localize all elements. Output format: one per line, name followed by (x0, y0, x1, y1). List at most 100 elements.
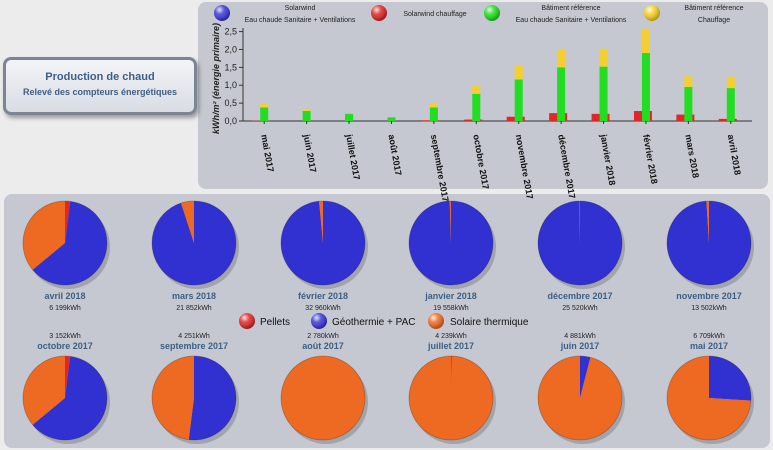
y-tick-label: 2,0 (224, 44, 237, 54)
pie-slice-geothermie (666, 201, 751, 285)
x-tick-label: juillet 2017 (344, 133, 362, 181)
bar-reference-ecs (726, 88, 735, 121)
pie-total-label: 4 251kWh (178, 333, 210, 340)
pie-slice-geothermie (580, 356, 591, 398)
x-tick-label: janvier 2018 (598, 133, 617, 186)
bar-reference-ecs (472, 93, 481, 121)
title-box[interactable]: Production de chaud Relevé des compteurs… (3, 57, 197, 115)
bar-reference-chauffage (557, 49, 566, 68)
pie-legend-item[interactable]: Solaire thermique (428, 313, 529, 329)
pie-month-label: novembre 2017 (676, 291, 742, 301)
legend-item[interactable]: Bâtiment référence Chauffage (644, 5, 744, 24)
pie-outline (151, 355, 237, 441)
bar-reference-chauffage (599, 48, 608, 67)
bar-reference-chauffage (641, 28, 650, 54)
bar-reference-chauffage (260, 103, 269, 108)
pie-month-label: avril 2018 (44, 291, 85, 301)
pie-month-label: juillet 2017 (427, 341, 474, 351)
legend-label: Bâtiment référence (684, 5, 743, 12)
bar-reference-chauffage (514, 65, 523, 80)
pie-chart[interactable]: mars 2018 21 852kWh (151, 200, 239, 312)
pie-slice-solaire (281, 356, 365, 440)
pie-slice-solaire (22, 201, 65, 270)
legend-label: Eau chaude Sanitaire + Ventilations (245, 17, 356, 24)
page-title: Production de chaud (45, 71, 155, 83)
pie-slice-solaire (449, 201, 451, 243)
bar-reference-ecs (599, 66, 608, 121)
pie-charts-panel (4, 194, 770, 448)
ball-highlight (239, 313, 255, 329)
pie-legend-item[interactable]: Géothermie + PAC (311, 313, 415, 329)
pie-outline (408, 200, 494, 286)
pie-month-label: mai 2017 (690, 341, 728, 351)
pie-outline (22, 200, 108, 286)
pie-month-label: février 2018 (298, 291, 348, 301)
pie-chart[interactable]: janvier 2018 19 558kWh (408, 200, 496, 312)
x-tick-label: avril 2018 (726, 134, 743, 176)
pie-slice-geothermie (409, 201, 494, 286)
y-axis-label: kWh/m² (énergie primaire) (211, 23, 221, 134)
bar-reference-ecs (387, 117, 396, 121)
ball-highlight (484, 5, 500, 21)
pie-legend-label: Géothermie + PAC (332, 317, 415, 328)
legend-item[interactable]: Solarwind chauffage (371, 5, 467, 21)
pie-slice-pellets (65, 201, 71, 243)
pie-chart[interactable]: décembre 2017 25 520kWh (537, 200, 625, 312)
pie-legend-label: Solaire thermique (450, 317, 529, 328)
pie-month-label: août 2017 (302, 341, 344, 351)
bar-reference-ecs (557, 67, 566, 121)
pie-total-label: 21 852kWh (176, 305, 212, 312)
ball-highlight (371, 5, 387, 21)
pie-outline (666, 200, 752, 286)
pie-outline (280, 200, 366, 286)
legend-label: Eau chaude Sanitaire + Ventilations (516, 17, 627, 24)
legend-item[interactable]: Bâtiment référence Eau chaude Sanitaire +… (484, 5, 627, 24)
x-tick-label: novembre 2017 (514, 134, 535, 200)
x-tick-label: février 2018 (641, 134, 660, 185)
pie-chart[interactable]: février 2018 32 960kWh (280, 200, 368, 312)
pie-total-label: 13 502kWh (691, 305, 727, 312)
x-tick-label: décembre 2017 (556, 134, 577, 200)
pie-slice-solaire (706, 201, 709, 243)
pie-total-label: 25 520kWh (562, 305, 598, 312)
bar-solarwind-chauffage (252, 120, 271, 122)
pie-total-label: 6 199kWh (49, 305, 81, 312)
x-tick-label: octobre 2017 (471, 134, 490, 190)
pie-legend-label: Pellets (260, 317, 290, 328)
pie-outline (537, 200, 623, 286)
bar-reference-chauffage (302, 108, 311, 111)
pie-total-label: 4 881kWh (564, 333, 596, 340)
legend-item[interactable]: Solarwind Eau chaude Sanitaire + Ventilat… (214, 5, 356, 24)
pie-chart[interactable]: novembre 2017 13 502kWh (666, 200, 754, 312)
pie-month-label: décembre 2017 (547, 291, 612, 301)
bar-chart-panel (198, 2, 768, 189)
pie-month-label: mars 2018 (172, 291, 216, 301)
ball-highlight (428, 313, 444, 329)
pie-total-label: 32 960kWh (305, 305, 341, 312)
pie-outline (280, 355, 366, 441)
pie-slice-geothermie (188, 356, 236, 440)
pie-legend-item[interactable]: Pellets (239, 313, 290, 329)
x-tick-label: septembre 2017 (429, 134, 451, 203)
pie-chart[interactable]: avril 2018 6 199kWh (22, 200, 110, 312)
pie-slice-solaire (181, 201, 194, 243)
y-tick-label: 0,0 (224, 116, 237, 126)
bar-reference-ecs (641, 53, 650, 121)
legend-label: Chauffage (698, 17, 730, 24)
pie-slice-geothermie (32, 201, 107, 285)
bar-reference-ecs (429, 107, 438, 121)
pie-slice-solaire (319, 201, 323, 243)
y-tick-label: 2,5 (224, 27, 237, 37)
pie-outline (22, 355, 108, 441)
pie-slice-solaire (151, 356, 194, 440)
bar-reference-chauffage (472, 85, 481, 94)
y-tick-label: 1,5 (224, 62, 237, 72)
bar-reference-chauffage (684, 76, 693, 88)
pie-slice-solaire (22, 356, 65, 425)
